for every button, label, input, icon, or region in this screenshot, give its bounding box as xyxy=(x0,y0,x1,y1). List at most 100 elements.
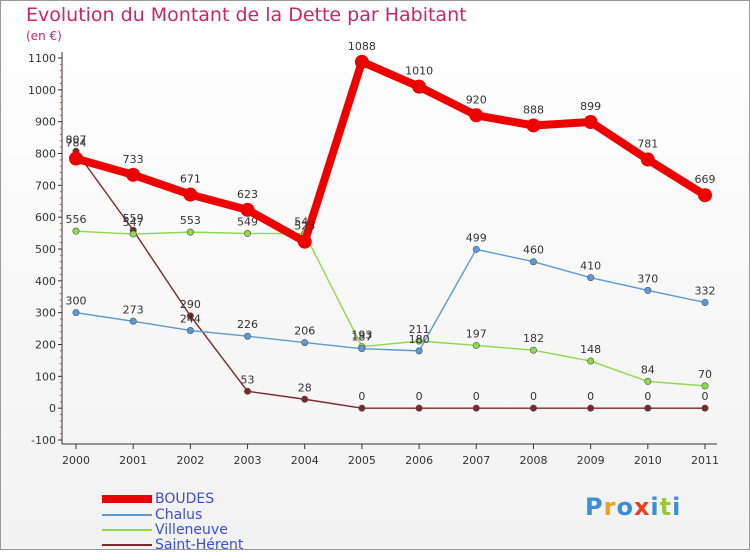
data-label: 781 xyxy=(637,138,658,151)
data-label: 226 xyxy=(237,318,258,331)
y-tick-label: 500 xyxy=(35,243,56,256)
data-point xyxy=(644,286,652,294)
data-label: 211 xyxy=(409,323,430,336)
y-tick-label: 800 xyxy=(35,148,56,161)
data-label: 784 xyxy=(66,137,87,150)
data-point xyxy=(415,337,423,345)
legend-label: Saint-Hérent xyxy=(155,537,244,553)
legend-swatch xyxy=(102,529,152,531)
data-label: 244 xyxy=(180,312,201,325)
logo-letter: i xyxy=(650,493,660,521)
data-label: 1010 xyxy=(405,65,433,78)
data-point xyxy=(244,387,252,395)
data-label: 547 xyxy=(123,216,144,229)
data-label: 623 xyxy=(237,188,258,201)
data-label: 671 xyxy=(180,173,201,186)
data-label: 553 xyxy=(180,214,201,227)
series-line-boudes xyxy=(72,57,709,246)
data-label: 669 xyxy=(695,173,716,186)
x-tick-label: 2007 xyxy=(462,454,490,467)
logo-letter: x xyxy=(633,493,651,521)
data-label: 182 xyxy=(523,332,544,345)
legend-label: Chalus xyxy=(155,507,203,523)
data-label: 28 xyxy=(298,381,312,394)
data-point xyxy=(529,346,537,354)
data-point xyxy=(583,114,598,129)
data-point xyxy=(415,347,423,355)
data-label: 499 xyxy=(466,231,487,244)
x-tick-label: 2010 xyxy=(634,454,662,467)
data-label: 0 xyxy=(530,390,537,403)
data-label: 84 xyxy=(641,363,655,376)
data-point xyxy=(640,152,655,167)
data-label: 332 xyxy=(695,284,716,297)
data-label: 556 xyxy=(66,213,87,226)
data-label: 290 xyxy=(180,298,201,311)
data-label: 70 xyxy=(698,368,712,381)
legend-swatch xyxy=(102,514,152,516)
data-label: 0 xyxy=(644,390,651,403)
data-point xyxy=(354,54,369,69)
data-point xyxy=(244,332,252,340)
data-point xyxy=(183,187,198,202)
y-tick-label: 900 xyxy=(35,116,56,129)
data-label: 206 xyxy=(294,325,315,338)
legend-swatch xyxy=(102,495,152,503)
data-point xyxy=(469,108,484,123)
data-point xyxy=(701,298,709,306)
y-tick-label: 300 xyxy=(35,307,56,320)
data-point xyxy=(412,79,427,94)
x-tick-label: 2004 xyxy=(291,454,319,467)
y-tick-label: 1000 xyxy=(28,84,56,97)
data-label: 53 xyxy=(241,373,255,386)
data-label: 187 xyxy=(351,331,372,344)
x-tick-label: 2000 xyxy=(62,454,90,467)
legend-label: Villeneuve xyxy=(155,522,228,538)
y-tick-label: 100 xyxy=(35,370,56,383)
y-tick-label: 0 xyxy=(49,402,56,415)
x-tick-label: 2002 xyxy=(176,454,204,467)
data-label: 1088 xyxy=(348,40,376,53)
legend-label: BOUDES xyxy=(155,491,215,507)
data-point xyxy=(244,229,252,237)
logo-letter: i xyxy=(672,493,682,521)
data-point xyxy=(358,345,366,353)
data-label: 370 xyxy=(637,272,658,285)
legend-swatch xyxy=(102,544,152,546)
x-tick-label: 2005 xyxy=(348,454,376,467)
data-label: 0 xyxy=(473,390,480,403)
brand-logo: Proxiti xyxy=(585,493,681,521)
data-label: 0 xyxy=(702,390,709,403)
data-label: 0 xyxy=(587,390,594,403)
data-point xyxy=(472,245,480,253)
data-point xyxy=(529,404,537,412)
logo-letter: P xyxy=(585,493,604,521)
data-point xyxy=(526,118,541,133)
chart-subtitle: (en €) xyxy=(26,29,62,43)
data-label: 460 xyxy=(523,244,544,257)
x-tick-label: 2008 xyxy=(519,454,547,467)
data-point xyxy=(415,404,423,412)
y-tick-label: 1100 xyxy=(28,52,56,65)
logo-letter: r xyxy=(603,493,617,521)
series-line-chalus xyxy=(75,248,706,352)
data-label: 549 xyxy=(237,215,258,228)
data-label: 899 xyxy=(580,100,601,113)
logo-letter: o xyxy=(616,493,634,521)
data-label: 920 xyxy=(466,93,487,106)
y-tick-label: 200 xyxy=(35,339,56,352)
data-point xyxy=(186,312,194,320)
data-point xyxy=(186,326,194,334)
data-point xyxy=(69,151,83,166)
data-point xyxy=(240,202,255,217)
data-point xyxy=(529,258,537,266)
data-point xyxy=(358,404,366,412)
x-tick-label: 2011 xyxy=(691,454,719,467)
data-point xyxy=(186,228,194,236)
data-point xyxy=(701,404,709,412)
y-tick-label: 400 xyxy=(35,275,56,288)
data-label: 733 xyxy=(123,153,144,166)
data-label: 180 xyxy=(409,333,430,346)
